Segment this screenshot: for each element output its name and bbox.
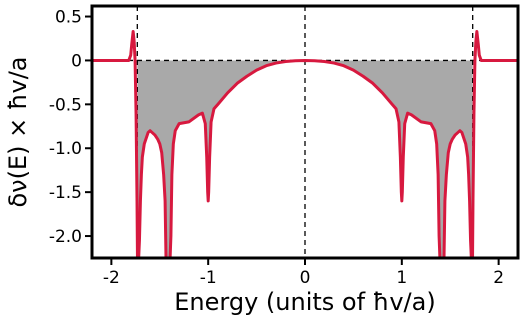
data-series-line bbox=[92, 29, 518, 258]
y-axis-ticks: 0.5 0 -0.5 -1.0 -1.5 -2.0 bbox=[49, 8, 92, 247]
y-axis-label: δν(E) × ħv/a bbox=[4, 56, 32, 207]
shaded-region bbox=[137, 60, 473, 258]
shaded-area bbox=[137, 60, 473, 258]
x-tick-label: 1 bbox=[396, 268, 407, 288]
x-tick-label: -1 bbox=[200, 268, 217, 288]
x-tick-label: 0 bbox=[300, 268, 311, 288]
y-tick-label: 0 bbox=[71, 51, 82, 71]
x-axis-label: Energy (units of ħv/a) bbox=[174, 288, 435, 316]
x-tick-label: -2 bbox=[103, 268, 120, 288]
x-axis-ticks: -2 -1 0 1 2 bbox=[103, 258, 504, 288]
y-tick-label: -2.0 bbox=[49, 227, 82, 247]
y-tick-label: -0.5 bbox=[49, 95, 82, 115]
y-tick-label: -1.0 bbox=[49, 139, 82, 159]
x-tick-label: 2 bbox=[493, 268, 504, 288]
y-tick-label: 0.5 bbox=[55, 8, 82, 28]
y-tick-label: -1.5 bbox=[49, 183, 82, 203]
curve-layer bbox=[92, 29, 518, 258]
